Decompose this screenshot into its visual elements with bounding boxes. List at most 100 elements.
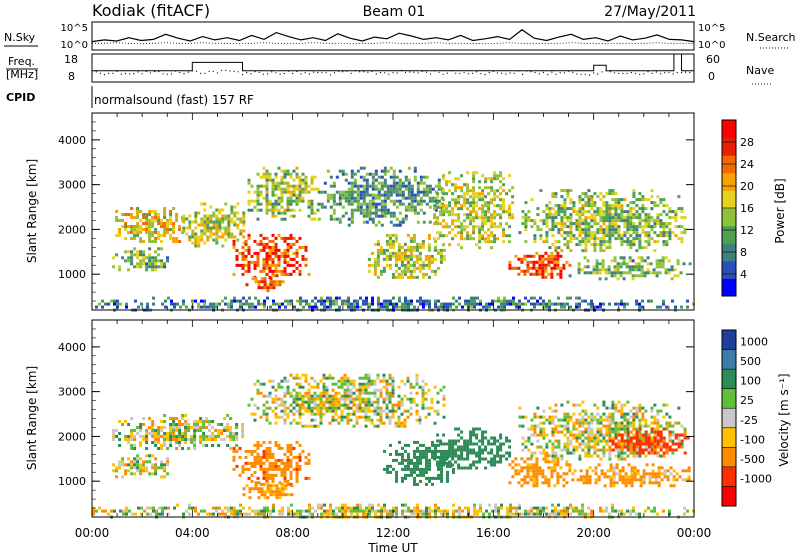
data-cell — [350, 169, 354, 173]
data-cell — [551, 448, 555, 452]
data-cell — [319, 406, 323, 410]
data-cell — [382, 409, 386, 413]
data-cell — [160, 219, 164, 222]
data-cell — [454, 219, 458, 223]
data-cell — [568, 466, 572, 470]
data-cell — [139, 466, 143, 470]
data-cell — [244, 461, 248, 465]
data-cell — [635, 198, 639, 202]
data-cell — [353, 302, 356, 306]
data-cell — [566, 439, 570, 443]
data-cell — [643, 274, 647, 278]
data-cell — [556, 457, 560, 461]
data-cell — [388, 266, 392, 270]
data-cell — [547, 460, 551, 464]
data-cell — [457, 454, 461, 458]
data-cell — [253, 190, 257, 194]
data-cell — [428, 199, 432, 203]
data-cell — [461, 305, 464, 309]
data-cell — [442, 177, 446, 181]
data-cell — [277, 458, 281, 462]
data-cell — [310, 424, 314, 428]
data-cell — [487, 228, 491, 232]
data-cell — [590, 412, 594, 416]
data-cell — [581, 222, 585, 226]
nave-point — [626, 72, 628, 74]
data-cell — [551, 421, 555, 425]
data-cell — [551, 213, 555, 217]
data-cell — [407, 458, 410, 462]
data-cell — [407, 464, 410, 468]
data-cell — [617, 302, 620, 306]
data-cell — [206, 305, 209, 309]
data-cell — [286, 272, 290, 276]
data-cell — [541, 254, 545, 258]
data-cell — [151, 432, 155, 435]
nave-point — [526, 70, 528, 72]
data-cell — [277, 181, 281, 185]
data-cell — [388, 245, 392, 249]
scatter-region — [433, 427, 512, 470]
data-cell — [344, 302, 347, 306]
data-cell — [265, 455, 269, 459]
data-cell — [352, 391, 356, 395]
data-cell — [271, 248, 275, 252]
data-cell — [550, 472, 554, 476]
data-cell — [221, 226, 225, 230]
data-cell — [181, 417, 185, 420]
data-cell — [463, 457, 467, 461]
data-cell — [136, 210, 140, 213]
data-cell — [367, 406, 371, 410]
data-cell — [259, 184, 263, 188]
nave-point — [379, 72, 382, 74]
data-cell — [677, 237, 681, 241]
data-cell — [343, 379, 347, 383]
data-cell — [421, 239, 425, 243]
nave-point — [262, 73, 264, 75]
data-cell — [508, 207, 512, 211]
scatter-region — [247, 166, 320, 221]
data-cell — [526, 266, 530, 270]
data-cell — [361, 376, 365, 380]
data-cell — [380, 184, 384, 188]
data-cell — [170, 299, 173, 303]
data-cell — [292, 190, 296, 194]
data-cell — [553, 257, 557, 261]
data-cell — [343, 373, 347, 377]
data-cell — [236, 299, 239, 303]
data-cell — [632, 231, 636, 235]
data-cell — [469, 213, 473, 217]
data-cell — [253, 266, 257, 270]
data-cell — [593, 240, 597, 244]
data-cell — [572, 448, 576, 452]
data-cell — [469, 439, 473, 443]
data-cell — [409, 397, 413, 401]
cpid-label: CPID — [6, 91, 35, 104]
data-cell — [373, 424, 377, 428]
data-cell — [398, 220, 402, 224]
data-cell — [271, 385, 275, 389]
data-cell — [475, 213, 479, 217]
data-cell — [388, 242, 392, 246]
data-cell — [427, 260, 431, 264]
nave-point — [137, 71, 139, 73]
nave-point — [522, 73, 524, 75]
data-cell — [511, 460, 515, 464]
data-cell — [569, 228, 573, 232]
data-cell — [542, 302, 545, 306]
data-cell — [620, 403, 624, 407]
data-cell — [385, 239, 389, 243]
data-cell — [263, 302, 266, 306]
data-cell — [299, 296, 302, 300]
data-cell — [569, 225, 573, 229]
data-cell — [422, 302, 425, 306]
data-cell — [376, 412, 380, 416]
data-cell — [214, 438, 218, 441]
data-cell — [271, 187, 275, 191]
data-cell — [116, 302, 119, 306]
data-cell — [107, 302, 110, 306]
data-cell — [491, 302, 494, 306]
data-cell — [593, 213, 597, 217]
data-cell — [640, 271, 644, 275]
data-cell — [437, 467, 440, 471]
